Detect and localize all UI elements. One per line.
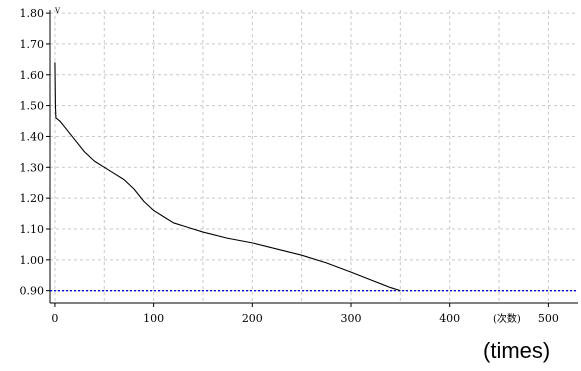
y-tick-label: 1.70	[20, 38, 45, 51]
x-tick-label: 0	[51, 312, 58, 325]
voltage-series-line	[54, 62, 401, 292]
y-tick-label: 1.30	[20, 161, 45, 174]
y-tick-label: 1.00	[20, 254, 45, 267]
grid-layer	[50, 10, 578, 303]
x-tick-label: 300	[341, 312, 362, 325]
y-tick-label: 1.80	[20, 7, 45, 20]
y-tick-label: 1.20	[20, 192, 45, 205]
discharge-chart: 0.90 1.00 1.10 1.20 1.30 1.40 1.50 1.60 1.70 1.80…	[20, 7, 578, 325]
y-tick-label: 1.10	[20, 223, 45, 236]
x-tick-label: 100	[143, 312, 164, 325]
x-tick-label: 400	[439, 312, 460, 325]
axis-layer: 0.90 1.00 1.10 1.20 1.30 1.40 1.50 1.60 1.70 1.80…	[20, 7, 578, 325]
y-tick-label: 1.40	[20, 130, 45, 143]
y-tick-label: 1.60	[20, 69, 45, 82]
series-layer	[50, 62, 578, 292]
y-axis-unit-label: V	[54, 7, 61, 15]
y-tick-label: 0.90	[20, 285, 45, 298]
label-layer: V (次数)	[54, 7, 521, 325]
x-axis-inline-label: (次数)	[493, 312, 521, 325]
x-tick-label: 200	[242, 312, 263, 325]
y-tick-label: 1.50	[20, 100, 45, 113]
x-tick-label: 500	[538, 312, 559, 325]
x-axis-unit-label: (times)	[483, 338, 551, 363]
